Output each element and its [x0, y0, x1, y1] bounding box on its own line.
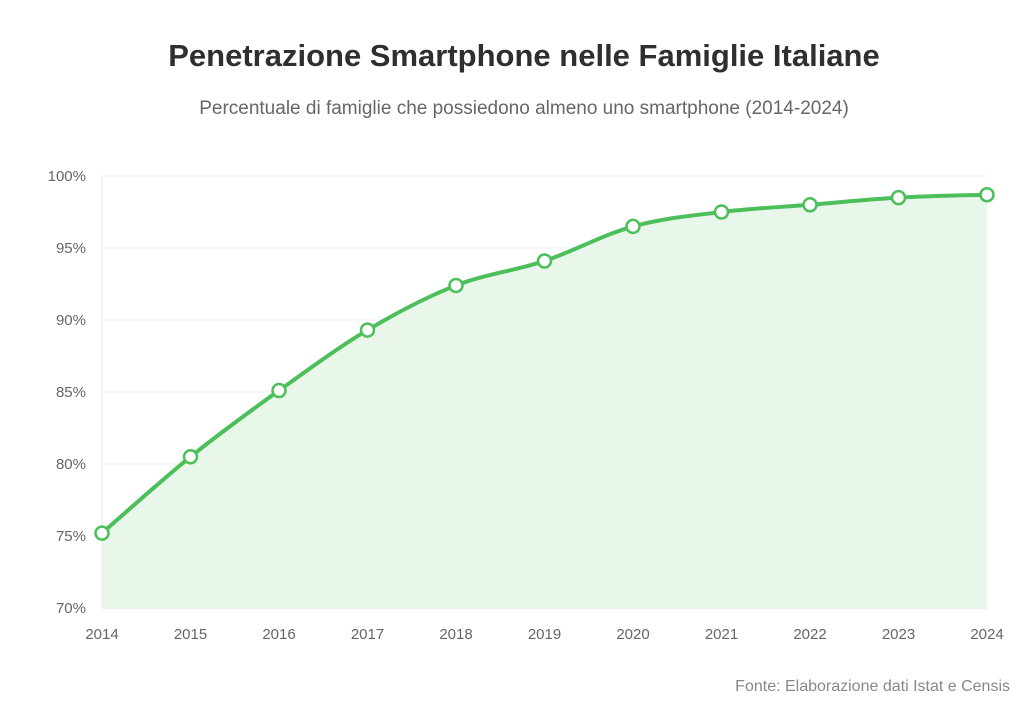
- data-point: [359, 322, 376, 338]
- x-tick-label: 2021: [705, 626, 738, 643]
- x-tick-label: 2017: [351, 626, 384, 643]
- y-tick-label: 75%: [56, 528, 86, 545]
- y-tick-label: 100%: [48, 168, 86, 185]
- data-point: [802, 197, 818, 213]
- data-point: [713, 204, 730, 220]
- x-tick-label: 2016: [262, 626, 295, 643]
- y-tick-label: 85%: [56, 384, 86, 401]
- x-tick-label: 2019: [528, 626, 561, 643]
- y-tick-label: 70%: [56, 600, 86, 617]
- chart-title: Penetrazione Smartphone nelle Famiglie I…: [168, 38, 880, 73]
- y-tick-label: 80%: [56, 456, 86, 473]
- x-tick-label: 2023: [882, 626, 915, 643]
- data-point: [979, 186, 995, 203]
- data-point: [182, 449, 199, 465]
- y-tick-label: 90%: [56, 312, 86, 329]
- x-tick-label: 2018: [439, 626, 472, 643]
- area-fill: [102, 194, 987, 608]
- x-tick-label: 2020: [616, 626, 649, 643]
- data-point: [625, 218, 641, 235]
- x-tick-label: 2015: [174, 626, 207, 643]
- x-tick-label: 2024: [970, 626, 1003, 643]
- data-point: [448, 277, 464, 294]
- chart-subtitle: Percentuale di famiglie che possiedono a…: [199, 98, 849, 119]
- data-point: [271, 382, 287, 399]
- x-tick-label: 2014: [85, 626, 118, 643]
- data-point: [536, 253, 553, 269]
- data-point: [94, 525, 110, 541]
- source-note: Fonte: Elaborazione dati Istat e Censis: [735, 678, 1010, 695]
- y-tick-label: 95%: [56, 240, 86, 257]
- x-tick-label: 2022: [793, 626, 826, 643]
- data-point: [890, 189, 907, 206]
